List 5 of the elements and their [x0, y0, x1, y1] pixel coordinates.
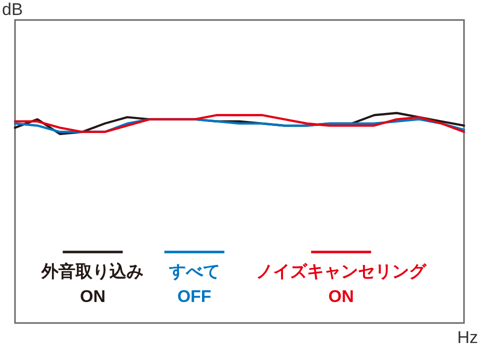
legend-label: すべて OFF	[168, 262, 220, 306]
text: dB	[2, 0, 23, 19]
legend-label: ノイズキャンセリング ON	[256, 262, 428, 306]
x-axis-title: Hz	[457, 328, 478, 347]
legend-label: 外音取り込み ON	[40, 262, 144, 306]
